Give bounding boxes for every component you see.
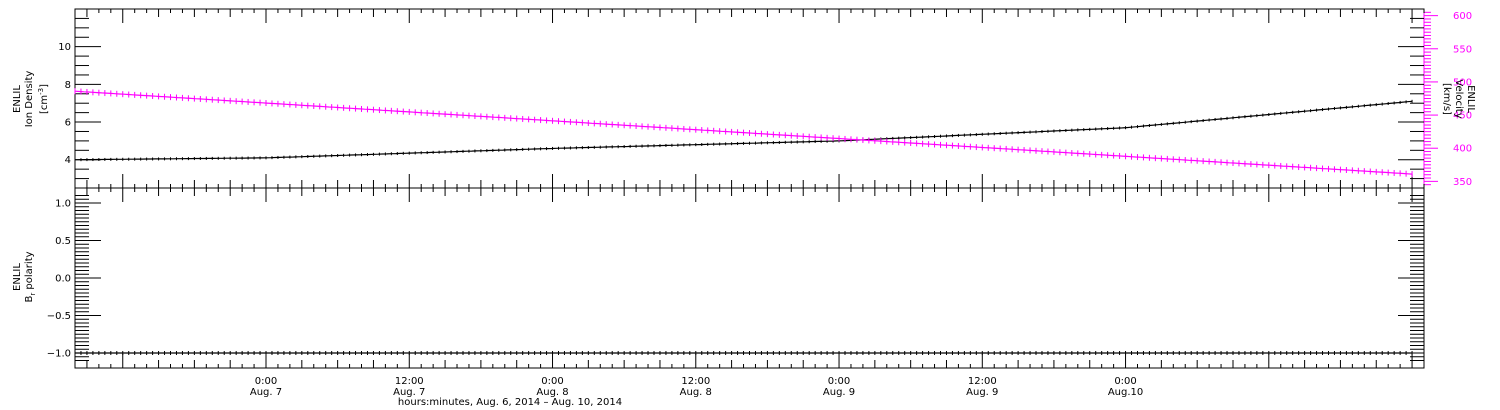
bottom-panel-frame — [74, 187, 1425, 369]
bottom-ytick-label: 1.0 — [55, 199, 71, 210]
unit-open: [cm — [39, 95, 50, 114]
bottom-ytick-label: −1.0 — [47, 349, 71, 360]
top-right-ytick-label: 450 — [1453, 111, 1472, 122]
bottom-ytick-label: 0.0 — [55, 274, 71, 285]
panel-frames — [74, 8, 1425, 369]
top-right-ytick-label: 600 — [1453, 11, 1472, 22]
top-right-ytick-label: 550 — [1453, 44, 1472, 55]
xtick-time-label: 0:00 — [828, 376, 850, 387]
bottom-ylabel-line2: Br polarity — [24, 251, 37, 302]
xtick-time-label: 12:00 — [968, 376, 997, 387]
xtick-date-label: Aug. 8 — [680, 387, 712, 398]
xtick-date-label: Aug. 9 — [823, 387, 855, 398]
top-panel-frame — [74, 8, 1425, 189]
top-left-ylabel-line2: Ion Density — [24, 71, 35, 128]
bottom-ytick-label: −0.5 — [47, 311, 71, 322]
br-symbol: B — [24, 296, 35, 303]
top-right-ylabel-line2: Velocity — [1453, 79, 1464, 118]
unit-close: ] — [39, 84, 50, 88]
top-left-ytick-label: 6 — [65, 118, 71, 129]
data-series — [74, 88, 1413, 355]
axis-labels: 4 6 8 10 350 400 450 500 550 600 1.0 0.5 0.0 −0.5 −1.0… — [47, 11, 1472, 398]
xtick-date-label: Aug. 8 — [536, 387, 568, 398]
top-right-ytick-label: 500 — [1453, 77, 1472, 88]
bottom-ylabel-line1: ENLIL — [12, 263, 23, 291]
top-left-ylabel-unit: [cm-3] — [37, 84, 50, 114]
xtick-date-label: Aug. 7 — [250, 387, 282, 398]
top-right-ylabel-line3: [km/s] — [1441, 83, 1452, 115]
xtick-time-label: 12:00 — [681, 376, 710, 387]
top-right-ytick-label: 400 — [1453, 144, 1472, 155]
xtick-date-label: Aug. 9 — [966, 387, 998, 398]
top-left-ytick-label: 10 — [58, 42, 71, 53]
x-axis-title: hours:minutes, Aug. 6, 2014 – Aug. 10, 2… — [398, 397, 622, 408]
xtick-time-label: 0:00 — [541, 376, 563, 387]
xtick-time-label: 12:00 — [395, 376, 424, 387]
axis-ticks — [74, 9, 1438, 368]
xtick-time-label: 0:00 — [255, 376, 277, 387]
top-right-ytick-label: 350 — [1453, 177, 1472, 188]
top-left-ytick-label: 8 — [65, 80, 71, 91]
unit-superscript: -3 — [37, 88, 45, 95]
top-left-ylabel-line1: ENLIL — [12, 85, 23, 113]
xtick-date-label: Aug.10 — [1108, 387, 1143, 398]
xtick-date-label: Aug. 7 — [393, 387, 425, 398]
top-left-ytick-label: 4 — [65, 155, 71, 166]
br-suffix: polarity — [24, 251, 35, 292]
top-right-ylabel-line1: ENLIL — [1465, 85, 1476, 113]
xtick-time-label: 0:00 — [1114, 376, 1136, 387]
bottom-ytick-label: 0.5 — [55, 236, 71, 247]
br-subscript: r — [29, 293, 37, 296]
